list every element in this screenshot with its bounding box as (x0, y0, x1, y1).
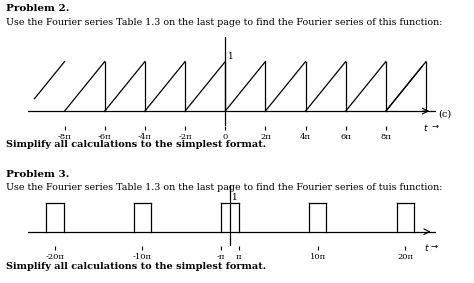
Text: Simplify all calculations to the simplest format.: Simplify all calculations to the simples… (6, 140, 266, 149)
Text: $t$: $t$ (424, 242, 430, 253)
Text: $t$: $t$ (423, 122, 429, 133)
Text: Problem 3.: Problem 3. (6, 170, 70, 179)
Text: Use the Fourier series Table 1.3 on the last page to find the Fourier series of : Use the Fourier series Table 1.3 on the … (6, 18, 443, 27)
Text: →: → (431, 122, 438, 131)
Text: 1: 1 (228, 52, 234, 61)
Text: →: → (431, 242, 438, 251)
Text: 1: 1 (231, 193, 237, 202)
Text: Simplify all calculations to the simplest format.: Simplify all calculations to the simples… (6, 262, 266, 271)
Text: Problem 2.: Problem 2. (6, 4, 70, 13)
Text: Use the Fourier series Table 1.3 on the last page to find the Fourier series of : Use the Fourier series Table 1.3 on the … (6, 183, 443, 192)
Text: (c): (c) (438, 109, 451, 118)
